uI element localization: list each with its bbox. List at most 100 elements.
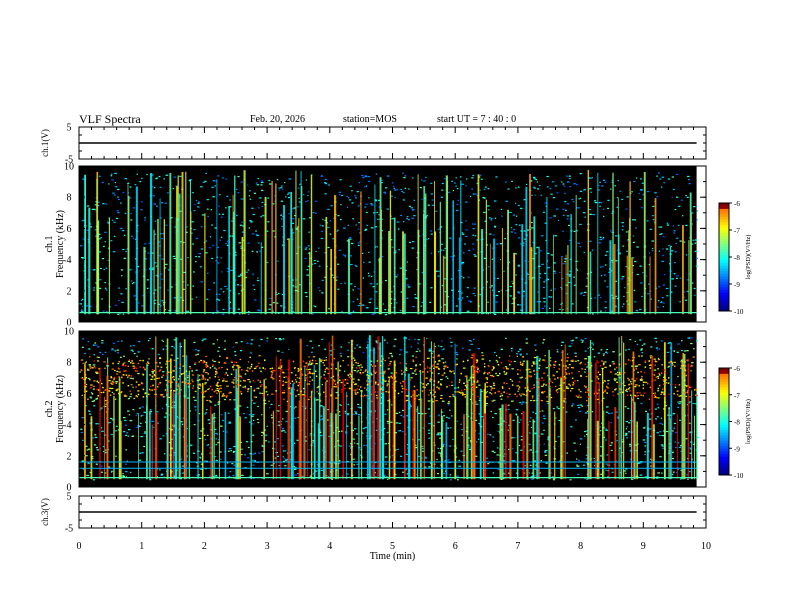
spectrogram-cell (498, 291, 500, 293)
spectrogram-cell (95, 446, 98, 449)
spectrogram-cell (229, 399, 232, 401)
spectrogram-band-cell (580, 361, 582, 364)
spectrogram-cell (90, 392, 93, 394)
spectrogram-band-cell (419, 363, 422, 366)
spectrogram-cell (528, 443, 531, 445)
spectrogram-cell (584, 435, 586, 437)
spectrogram-cell (520, 435, 523, 438)
spectrogram-cell (125, 476, 128, 478)
spectrogram-cell (247, 269, 250, 271)
spectrogram-cell (354, 442, 356, 444)
spectrogram-cell (193, 341, 196, 344)
spectrogram-cell (565, 411, 568, 413)
spectrogram-cell (277, 455, 280, 458)
spectrogram-cell (400, 188, 402, 191)
spectrogram-cell (421, 448, 424, 450)
spectrogram-cell (586, 277, 588, 279)
spectrogram-cell (426, 215, 429, 217)
spectrogram-band-cell (255, 396, 257, 399)
spectrogram-cell (371, 313, 374, 316)
spectrogram-streak (560, 377, 563, 480)
spectrogram-cell (683, 296, 685, 298)
spectrogram-cell (530, 221, 533, 224)
spectrogram-cell (603, 215, 605, 218)
spectrogram-streak (618, 337, 620, 480)
spectrogram-cell (200, 430, 202, 432)
spectrogram-cell (268, 400, 270, 402)
spectrogram-band-cell (142, 359, 144, 362)
spectrogram-streak (565, 254, 567, 315)
spectrogram-band-cell (572, 384, 574, 386)
spectrogram-band-cell (273, 369, 276, 372)
spectrogram-cell (500, 398, 503, 400)
spectrogram-band-cell (204, 390, 207, 393)
spectrogram-band-cell (457, 391, 459, 393)
spectrogram-cell (126, 410, 130, 412)
spectrogram-cell (466, 310, 470, 312)
spectrogram-cell (568, 175, 571, 177)
spectrogram-cell (476, 403, 479, 405)
spectrogram-cell (306, 274, 310, 276)
spectrogram-band-cell (199, 383, 201, 386)
spectrogram-band-cell (321, 359, 323, 362)
spectrogram-cell (651, 215, 655, 217)
spectrogram-band-cell (122, 364, 125, 367)
spectrogram-band-cell (639, 392, 641, 394)
spectrogram-cell (465, 235, 468, 238)
spectrogram-cell (90, 384, 93, 386)
spectrogram-cell (104, 241, 106, 243)
spectrogram-cell (540, 433, 543, 435)
spectrogram-cell (456, 353, 459, 356)
spectrogram-cell (526, 183, 528, 186)
spectrogram-band-cell (587, 396, 590, 398)
spectrogram-cell (269, 407, 271, 409)
spectrogram-cell (463, 252, 465, 254)
spectrogram-cell (315, 250, 317, 253)
spectrogram-cell (504, 181, 507, 183)
spectrogram-cell (349, 185, 352, 187)
spectrogram-cell (584, 216, 586, 218)
spectrogram-cell (542, 286, 545, 289)
spectrogram-cell (163, 453, 166, 455)
spectrogram-band-cell (366, 384, 369, 386)
spectrogram-cell (571, 405, 574, 407)
spectrogram-cell (130, 219, 133, 221)
spectrogram-cell (496, 243, 499, 245)
spectrogram-cell (330, 205, 333, 207)
spectrogram-cell (517, 291, 520, 293)
spectrogram-cell (347, 197, 350, 199)
spectrogram-cell (162, 348, 165, 350)
colorbar-label: log(PSD)(V²/Hz) (745, 235, 752, 280)
spectrogram-cell (562, 382, 566, 384)
spectrogram-band-cell (583, 385, 586, 387)
spectrogram-cell (685, 194, 687, 197)
spectrogram-cell (496, 454, 499, 456)
spectrogram-cell (387, 368, 390, 371)
spectrogram-cell (688, 470, 691, 473)
spectrogram-band-cell (668, 393, 670, 395)
colorbar-segment (719, 308, 729, 312)
spectrogram-cell (80, 310, 84, 313)
spectrogram-cell (100, 471, 104, 473)
spectrogram-cell (573, 230, 576, 233)
spectrogram-cell (579, 190, 583, 192)
spectrogram-cell (594, 460, 596, 462)
spectrogram-cell (356, 191, 359, 193)
spectrogram-cell (352, 413, 355, 415)
spectrogram-cell (129, 471, 132, 473)
spectrogram-streak (589, 339, 592, 480)
spectrogram-cell (93, 289, 95, 291)
spectrogram-cell (167, 289, 169, 291)
spectrogram-band-cell (367, 377, 370, 379)
spectrogram-cell (473, 287, 476, 289)
spectrogram-cell (155, 177, 158, 180)
spectrogram-cell (661, 297, 664, 299)
y-tick-label: 8 (67, 193, 72, 204)
spectrogram-cell (391, 354, 393, 356)
spectrogram-cell (696, 210, 698, 212)
spectrogram-cell (136, 370, 138, 372)
spectrogram-cell (333, 217, 335, 219)
spectrogram-cell (410, 207, 414, 209)
spectrogram-band-cell (538, 359, 541, 362)
spectrogram-band-cell (643, 372, 646, 374)
